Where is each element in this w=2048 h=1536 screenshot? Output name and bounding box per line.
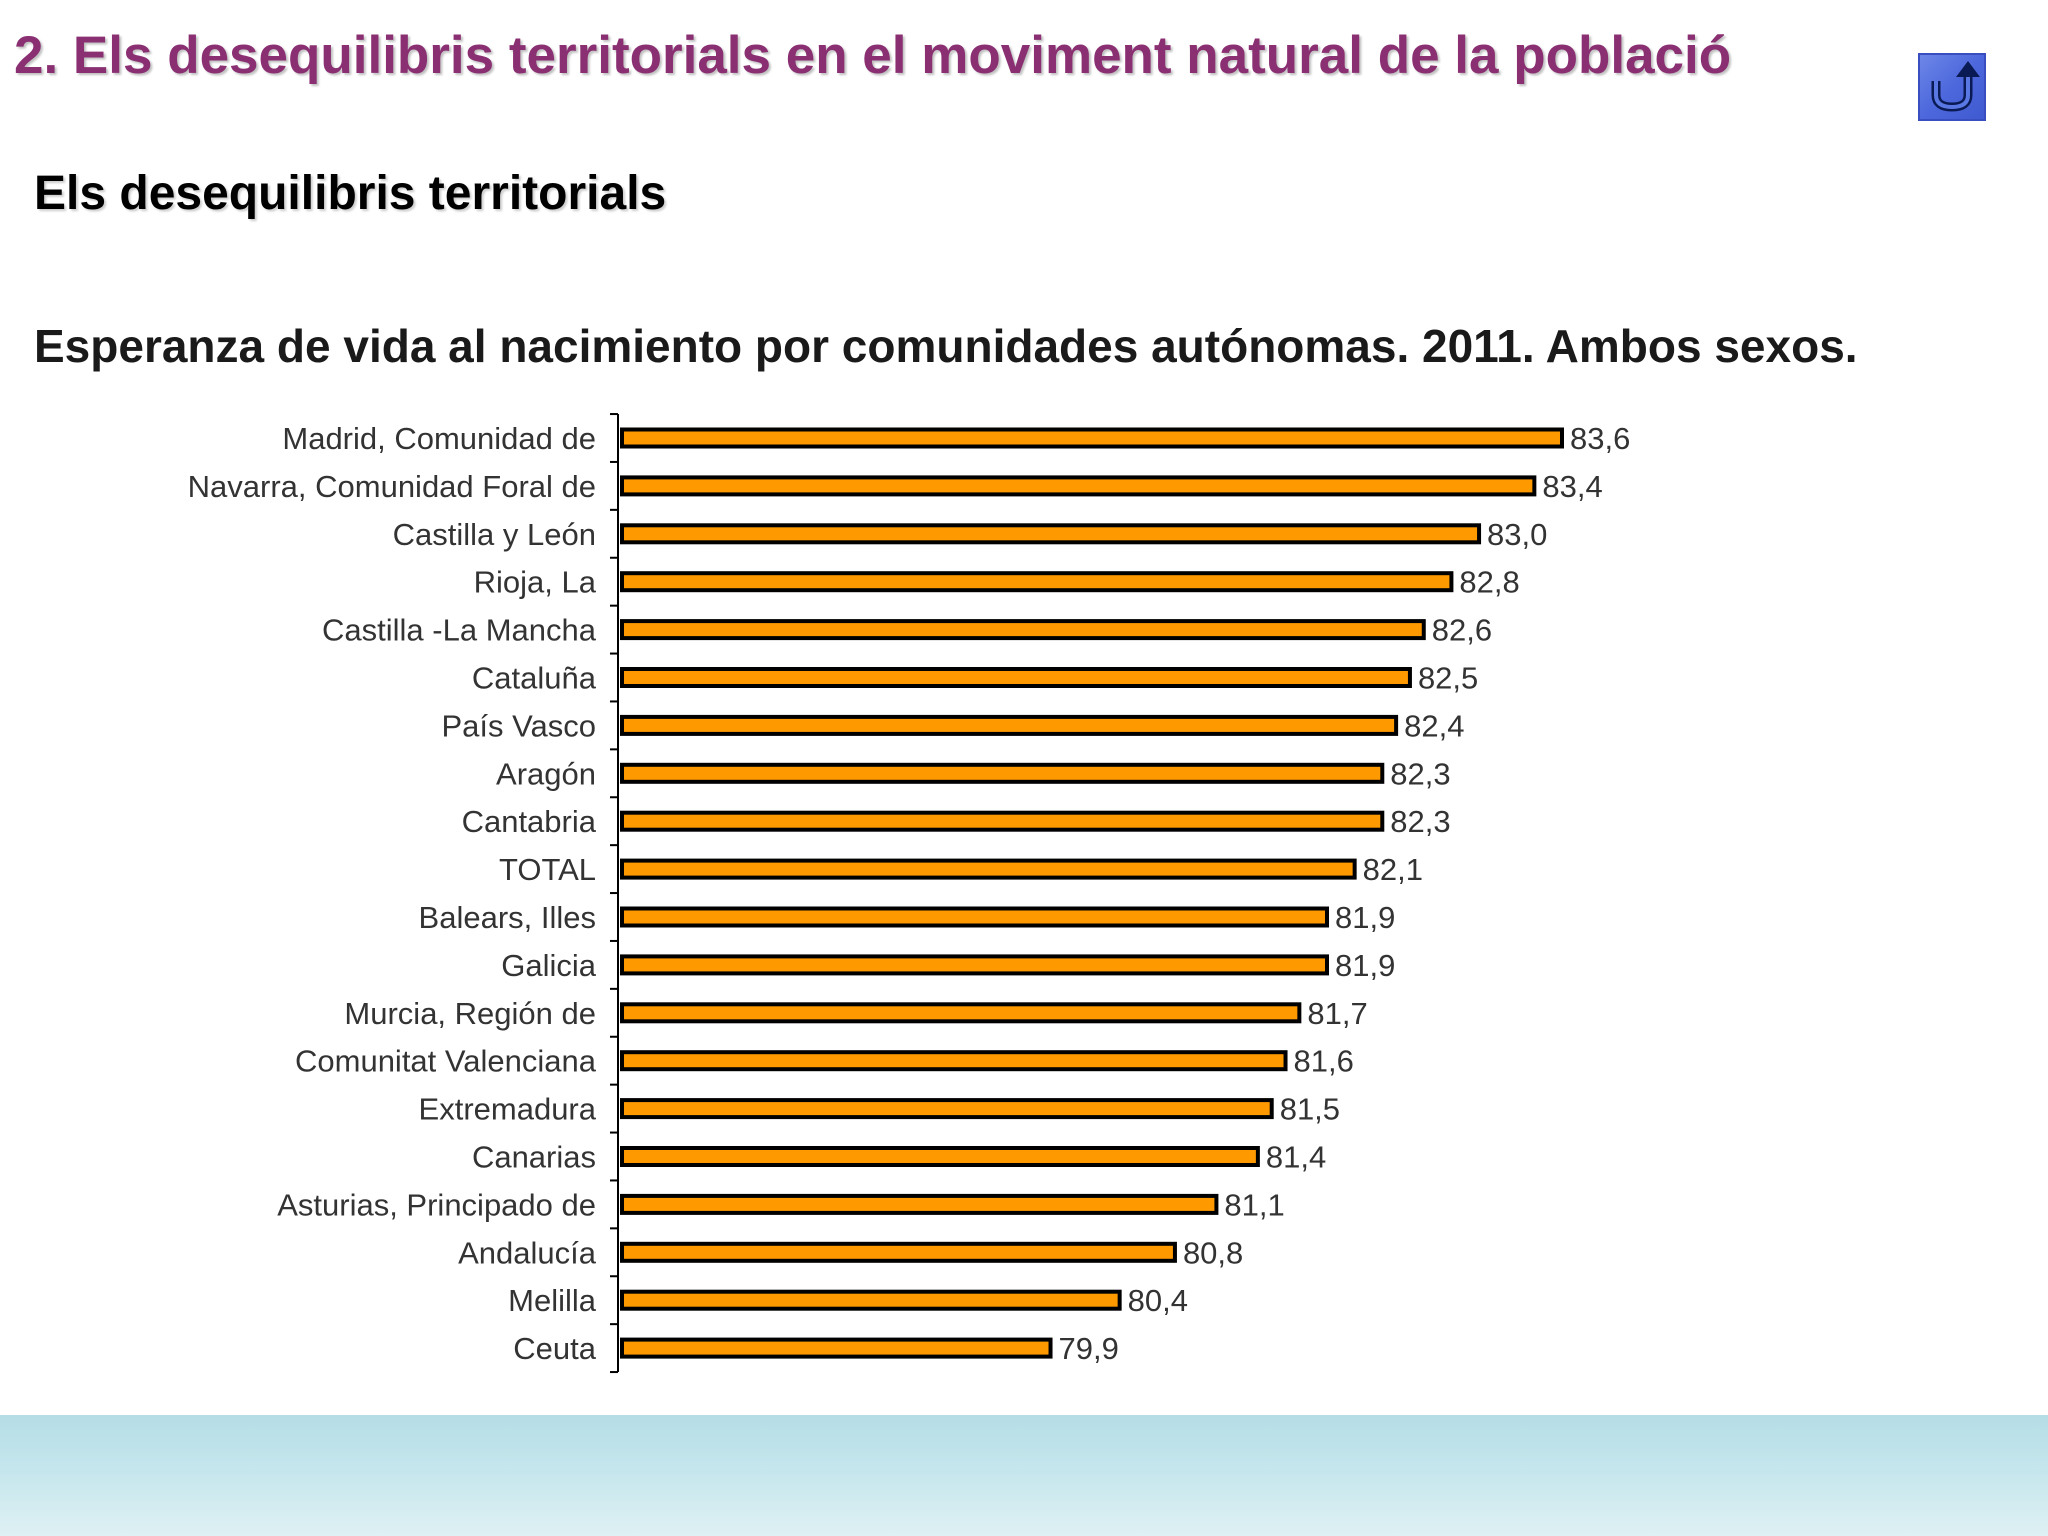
footer-band <box>0 1415 2048 1536</box>
bar <box>620 427 1564 449</box>
value-label: 83,0 <box>1487 517 1547 552</box>
bar <box>620 1050 1288 1072</box>
bar <box>620 1002 1302 1024</box>
value-label: 81,7 <box>1307 996 1367 1031</box>
value-label: 81,6 <box>1294 1044 1354 1079</box>
bar <box>620 1337 1053 1359</box>
undo-arrow-icon <box>1931 61 1980 112</box>
value-label: 80,8 <box>1183 1235 1243 1270</box>
bar <box>620 1098 1274 1120</box>
bar-chart: Madrid, Comunidad de 83,6 Navarra, Comunid… <box>188 413 1630 1374</box>
section-heading: Els desequilibris territorials <box>34 167 667 220</box>
value-label: 82,5 <box>1418 661 1478 696</box>
category-label: Cantabria <box>462 804 597 839</box>
category-label: TOTAL <box>499 852 596 887</box>
category-label: Andalucía <box>458 1235 597 1270</box>
value-label: 82,6 <box>1432 613 1492 648</box>
category-label: Canarias <box>472 1140 596 1175</box>
bar <box>620 475 1537 497</box>
value-label: 81,5 <box>1280 1092 1340 1127</box>
slide-title: 2. Els desequilibris territorials en el … <box>14 26 1732 85</box>
category-label: Madrid, Comunidad de <box>282 421 596 456</box>
category-label: Melilla <box>508 1283 597 1318</box>
bar <box>620 1146 1260 1167</box>
bar <box>620 762 1385 784</box>
value-label: 82,8 <box>1459 565 1519 600</box>
chart-title: Esperanza de vida al nacimiento por comu… <box>34 320 1858 372</box>
value-label: 83,4 <box>1542 469 1602 504</box>
value-label: 82,4 <box>1404 708 1464 743</box>
value-label: 81,1 <box>1224 1187 1284 1222</box>
category-label: Rioja, La <box>474 565 597 600</box>
bar <box>620 714 1399 736</box>
value-label: 81,9 <box>1335 900 1395 935</box>
bar <box>620 906 1329 928</box>
value-label: 83,6 <box>1570 421 1630 456</box>
bar <box>620 1193 1219 1215</box>
category-label: Extremadura <box>419 1092 597 1127</box>
category-label: Ceuta <box>513 1331 596 1366</box>
category-label: Asturias, Principado de <box>277 1187 596 1222</box>
category-label: Castilla -La Mancha <box>322 613 597 648</box>
bar <box>620 571 1454 593</box>
bar <box>620 1241 1177 1263</box>
category-label: Balears, Illes <box>419 900 596 935</box>
bar <box>620 858 1357 880</box>
bar <box>620 1289 1122 1311</box>
bar <box>620 810 1385 832</box>
bar <box>620 619 1426 641</box>
category-label: Cataluña <box>472 661 597 696</box>
category-label: Aragón <box>496 756 596 791</box>
bar <box>620 954 1329 976</box>
category-label: Murcia, Región de <box>344 996 596 1031</box>
category-label: Navarra, Comunidad Foral de <box>188 469 596 504</box>
category-label: País Vasco <box>441 708 596 743</box>
bar <box>620 523 1482 545</box>
value-label: 82,3 <box>1390 756 1450 791</box>
bar <box>620 667 1412 688</box>
back-button[interactable] <box>1918 53 1986 121</box>
category-label: Galicia <box>501 948 597 983</box>
value-label: 81,9 <box>1335 948 1395 983</box>
value-label: 82,3 <box>1390 804 1450 839</box>
value-label: 81,4 <box>1266 1140 1326 1175</box>
value-label: 80,4 <box>1128 1283 1188 1318</box>
value-label: 79,9 <box>1059 1331 1119 1366</box>
value-label: 82,1 <box>1363 852 1423 887</box>
category-label: Comunitat Valenciana <box>295 1044 597 1079</box>
category-label: Castilla y León <box>393 517 596 552</box>
